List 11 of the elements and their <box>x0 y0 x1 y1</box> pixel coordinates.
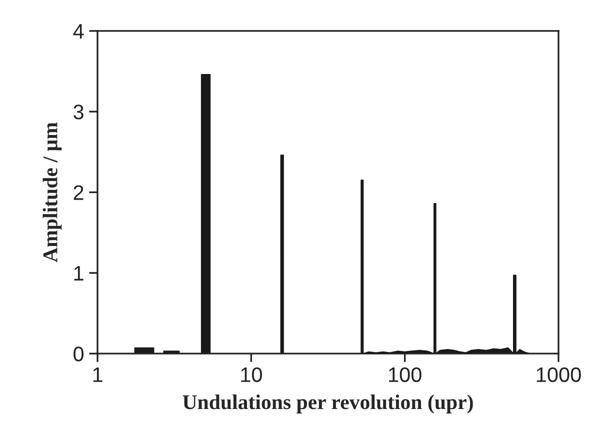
y-axis-title: Amplitude / µm <box>42 122 62 262</box>
x-tick-label: 100 <box>389 367 422 382</box>
x-tick-label: 1 <box>93 368 102 382</box>
y-tick-label: 4 <box>73 24 84 38</box>
y-tick-label: 1 <box>74 266 84 280</box>
y-tick-label: 2 <box>74 185 84 200</box>
x-tick-label: 1000 <box>536 367 581 382</box>
x-axis-title: Undulations per revolution (upr) <box>182 394 473 414</box>
x-tick-label: 10 <box>241 367 262 382</box>
y-tick-label: 0 <box>74 346 84 362</box>
y-tick-label: 3 <box>74 104 84 120</box>
